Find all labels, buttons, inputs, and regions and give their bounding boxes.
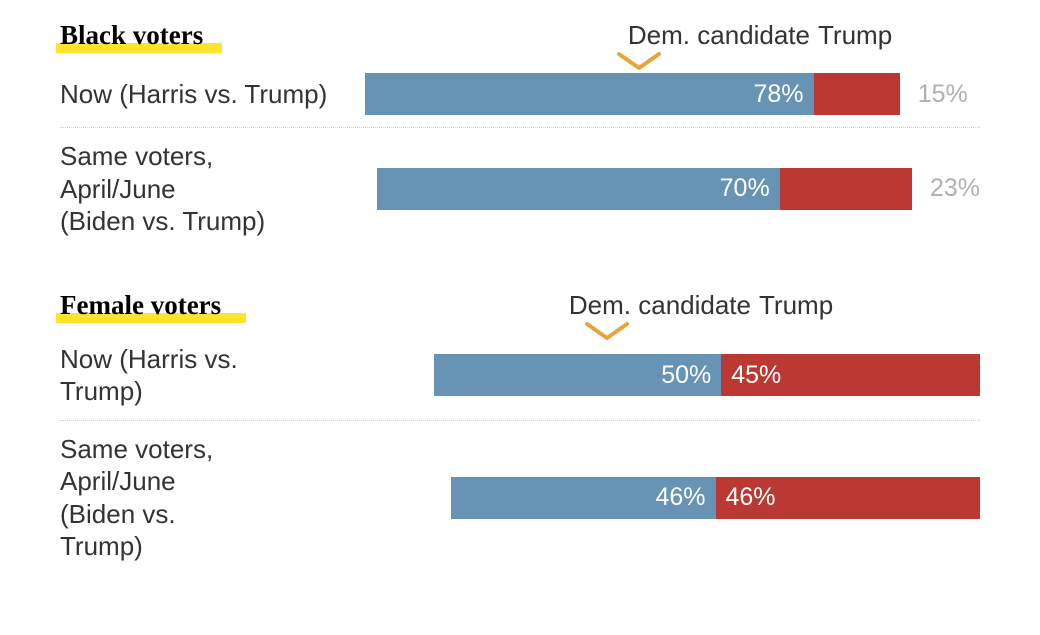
data-row: Now (Harris vs. Trump) 78% 15% [60,61,980,127]
rep-value: 45% [731,361,781,390]
dem-column-label: Dem. candidate [485,20,810,51]
rep-value: 46% [726,483,776,512]
trump-column-label: Trump [810,20,892,51]
bar-spacer [273,354,434,396]
dem-bar: 78% [365,73,814,115]
row-label-line2: (Biden vs. Trump) [60,205,321,238]
group-header: Female voters Dem. candidateTrump [60,290,980,321]
rep-bar: 46% [716,477,981,519]
data-row: Now (Harris vs. Trump) 50% 45% [60,331,980,420]
dem-bar: 46% [451,477,716,519]
dem-bar: 70% [377,168,780,210]
poll-comparison-chart: Black votersDem. candidateTrumpNow (Harr… [60,20,980,575]
group-title: Black voters [60,20,203,50]
rep-bar: 45% [721,354,980,396]
row-label-line2: (Biden vs. Trump) [60,498,257,563]
row-label: Same voters, April/June(Biden vs. Trump) [60,433,267,563]
voter-group: Female voters Dem. candidateTrump Now (Har… [60,290,980,575]
data-row: Same voters, April/June(Biden vs. Trump)… [60,127,980,250]
label-spacer [365,290,461,321]
column-labels: Dem. candidateTrump [365,290,833,321]
rep-value-external: 23% [912,174,980,203]
column-labels: Dem. candidateTrump [365,20,892,51]
rep-bar [814,73,900,115]
row-label-line1: Same voters, April/June [60,140,321,205]
row-label-line1: Now (Harris vs. Trump) [60,78,355,111]
dem-value: 78% [753,80,803,109]
group-title-wrap: Female voters [60,290,365,321]
voter-group: Black voters Dem. candidateTrump Now (Harr… [60,20,980,250]
bar-area: 46% 46% [267,477,980,519]
tick-icon [615,50,663,72]
bar-area: 78% 15% [365,73,980,115]
dem-column-label: Dem. candidate [461,290,751,321]
group-title: Female voters [60,290,221,320]
bar-area: 70% 23% [331,168,980,210]
row-label: Now (Harris vs. Trump) [60,78,365,111]
group-title-wrap: Black voters [60,20,365,51]
rep-bar [780,168,912,210]
dem-bar: 50% [434,354,722,396]
tick-icon [583,320,631,342]
rep-value-external: 15% [900,80,968,109]
dem-value: 46% [655,483,705,512]
trump-column-label: Trump [751,290,833,321]
dem-value: 50% [661,361,711,390]
label-spacer [365,20,485,51]
bar-area: 50% 45% [273,354,980,396]
row-label: Same voters, April/June(Biden vs. Trump) [60,140,331,238]
row-label-line1: Now (Harris vs. Trump) [60,343,263,408]
bar-spacer [331,168,377,210]
group-header: Black voters Dem. candidateTrump [60,20,980,51]
dem-value: 70% [720,174,770,203]
data-row: Same voters, April/June(Biden vs. Trump)… [60,420,980,575]
row-label-line1: Same voters, April/June [60,433,257,498]
row-label: Now (Harris vs. Trump) [60,343,273,408]
bar-spacer [267,477,451,519]
